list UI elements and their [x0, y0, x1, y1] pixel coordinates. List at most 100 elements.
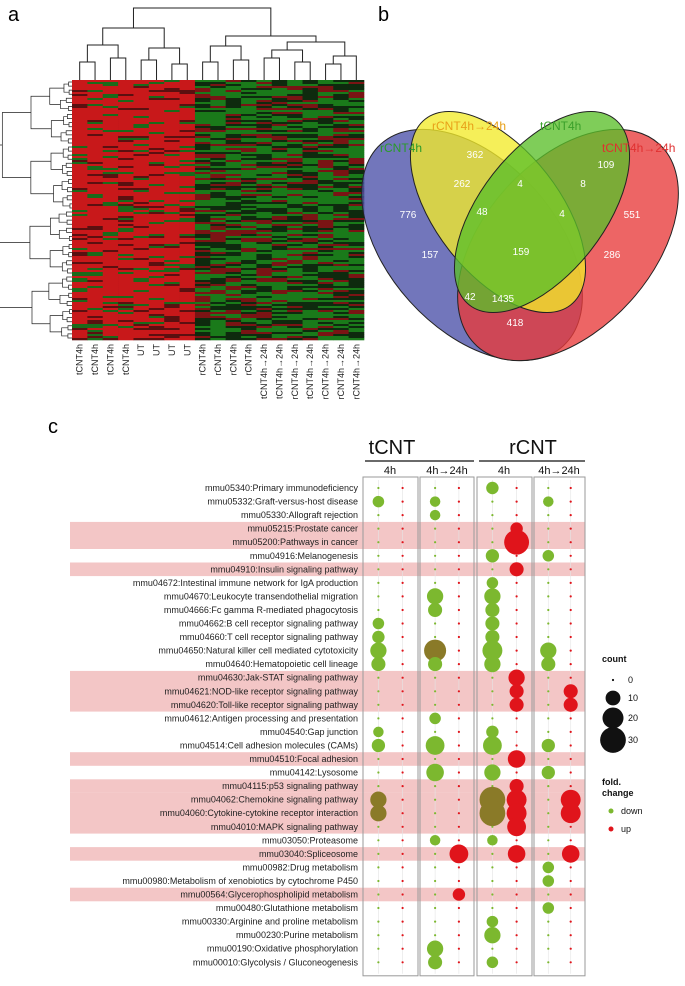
heatmap-cell [302, 270, 319, 273]
heatmap-cell [179, 198, 196, 201]
heatmap-cell [317, 256, 334, 259]
heatmap-cell [225, 218, 242, 221]
heatmap-cell [256, 82, 273, 85]
heatmap-cell [148, 244, 165, 247]
heatmap-cell [241, 258, 257, 261]
heatmap-cell [317, 216, 334, 219]
heatmap-cell [194, 264, 211, 267]
heatmap-cell [271, 176, 288, 179]
heatmap-cell [348, 218, 365, 221]
heatmap-cell [87, 296, 104, 299]
pathway-label: mmu04115:p53 signaling pathway [222, 781, 358, 791]
bubble-down [485, 602, 500, 618]
heatmap-cell [118, 274, 134, 277]
heatmap-cell [148, 114, 165, 117]
heatmap-cell [164, 332, 180, 335]
heatmap-cell [118, 206, 134, 209]
heatmap-cell [179, 236, 196, 239]
heatmap-cell [133, 322, 150, 325]
heatmap-cell [87, 108, 104, 111]
bubble-up [569, 581, 572, 585]
heatmap-cell [271, 130, 288, 133]
heatmap-cell [333, 224, 349, 227]
highlight-band [70, 562, 585, 577]
heatmap-cell [194, 238, 211, 241]
heatmap-cell [72, 286, 88, 289]
bubble-up [401, 703, 404, 706]
heatmap-cell [287, 198, 303, 201]
heatmap-cell [164, 80, 180, 83]
heatmap-cell [271, 96, 288, 99]
heatmap-cell [102, 126, 119, 129]
heatmap-cell [241, 216, 257, 219]
heatmap-cell [164, 312, 180, 315]
heatmap-cell [210, 248, 226, 251]
heatmap-cell [102, 256, 119, 259]
heatmap-cell [241, 108, 257, 111]
venn-region-count: 1435 [492, 294, 515, 305]
heatmap-cell [271, 248, 288, 251]
heatmap-cell [225, 124, 242, 127]
heatmap-cell [148, 118, 165, 121]
heatmap-cell [194, 230, 211, 233]
heatmap-cell [302, 220, 319, 223]
dendrogram-branch [66, 211, 72, 217]
heatmap-cell [348, 312, 365, 315]
heatmap-cell [210, 252, 226, 255]
heatmap-cell [210, 296, 226, 299]
heatmap-cell [256, 122, 273, 125]
heatmap-cell [287, 130, 303, 133]
heatmap-cell [179, 174, 196, 177]
heatmap-cell [241, 220, 257, 223]
heatmap-cell [194, 116, 211, 119]
dendrogram-branch [68, 122, 72, 128]
dendrogram-branch [66, 260, 72, 266]
heatmap-cell [148, 290, 165, 293]
bubble-up [569, 771, 572, 774]
heatmap-cell [164, 120, 180, 123]
heatmap-cell [164, 104, 180, 107]
heatmap-cell [333, 258, 349, 261]
heatmap-cell [287, 136, 303, 139]
heatmap-cell [72, 112, 88, 115]
heatmap-cell [194, 174, 211, 177]
bubble-up [563, 697, 578, 712]
pathway-label: mmu05215:Prostate cancer [247, 524, 358, 534]
bubble-down [434, 541, 437, 544]
heatmap-cell [348, 316, 365, 319]
bubble-down [370, 805, 387, 822]
bubble-up [515, 554, 518, 557]
heatmap-cell [194, 268, 211, 271]
heatmap-cell [271, 310, 288, 313]
heatmap-cell [179, 322, 196, 325]
heatmap-sample-label: tCNT4h [105, 344, 115, 375]
bubble-up [401, 879, 404, 883]
heatmap-cell [148, 202, 165, 205]
heatmap-cell [179, 94, 196, 97]
bubble-down [484, 655, 501, 673]
heatmap-cell [287, 88, 303, 91]
heatmap-cell [179, 254, 196, 257]
heatmap-cell [271, 132, 288, 135]
heatmap-cell [72, 132, 88, 135]
heatmap-cell [348, 120, 365, 123]
heatmap-cell [87, 128, 104, 131]
bubble-down [434, 879, 437, 883]
heatmap-cell [102, 220, 119, 223]
heatmap-cell [210, 316, 226, 319]
heatmap-cell [179, 228, 196, 231]
heatmap-cell [317, 326, 334, 329]
heatmap-cell [225, 180, 242, 183]
heatmap-cell [271, 84, 288, 87]
heatmap-cell [225, 260, 242, 263]
heatmap-cell [210, 212, 226, 215]
bubble-up [569, 961, 572, 964]
heatmap-cell [271, 268, 288, 271]
heatmap-cell [271, 196, 288, 199]
bubble-up [401, 568, 404, 571]
heatmap-cell [118, 236, 134, 239]
heatmap-cell [179, 158, 196, 161]
heatmap-cell [225, 80, 242, 83]
bubble-up [515, 635, 518, 639]
bubble-down [377, 947, 380, 950]
